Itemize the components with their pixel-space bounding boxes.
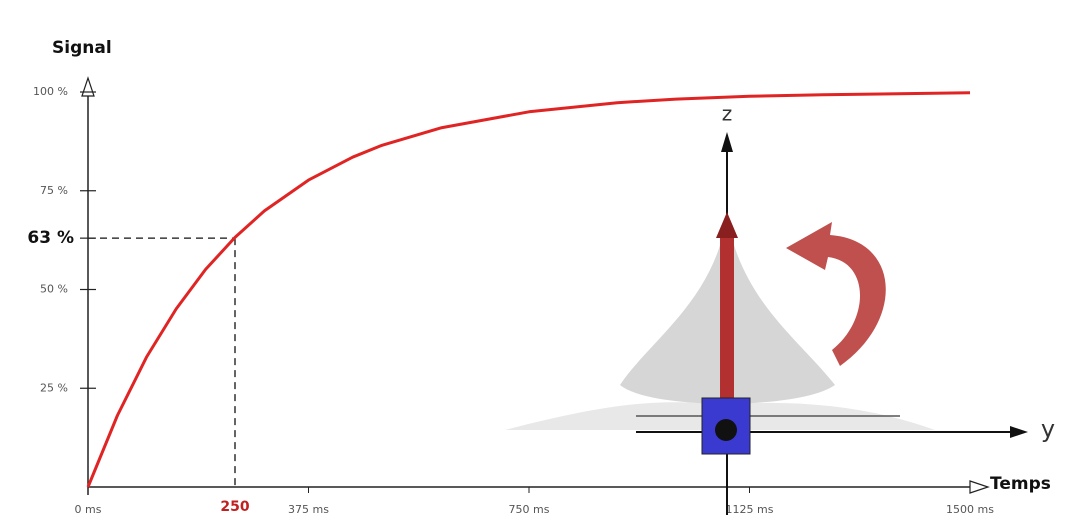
- proton-box: [701, 397, 751, 455]
- z-label: z: [722, 102, 733, 126]
- x-tick-label: 375 ms: [288, 503, 329, 516]
- rotation-arrow: [786, 222, 886, 366]
- proton: [715, 419, 737, 441]
- z-arrow: [721, 132, 733, 152]
- x-axis-label: Temps: [990, 474, 1051, 494]
- y-axis-label: Signal: [52, 38, 112, 58]
- y-axis-arrow: [81, 76, 95, 97]
- signal-curve: [86, 91, 971, 488]
- x-axis-arrow: [969, 480, 990, 494]
- inset: z y: [505, 102, 1055, 515]
- y-tick-label: 100 %: [33, 85, 68, 98]
- y-label: y: [1041, 415, 1055, 443]
- x-tick-label: 1500 ms: [946, 503, 994, 516]
- marker-y-label: 63 %: [27, 228, 74, 248]
- y-tick-label: 25 %: [40, 381, 68, 394]
- x-tick-label: 750 ms: [509, 503, 550, 516]
- y-tick-label: 50 %: [40, 283, 68, 296]
- magnetization-vector: [720, 235, 734, 400]
- y-tick-label: 75 %: [40, 184, 68, 197]
- y-arrow: [1010, 426, 1028, 438]
- marker-x-label: 250: [220, 499, 249, 515]
- x-tick-label: 1125 ms: [726, 503, 774, 516]
- x-tick-label: 0 ms: [75, 503, 102, 516]
- vector-head: [716, 212, 738, 238]
